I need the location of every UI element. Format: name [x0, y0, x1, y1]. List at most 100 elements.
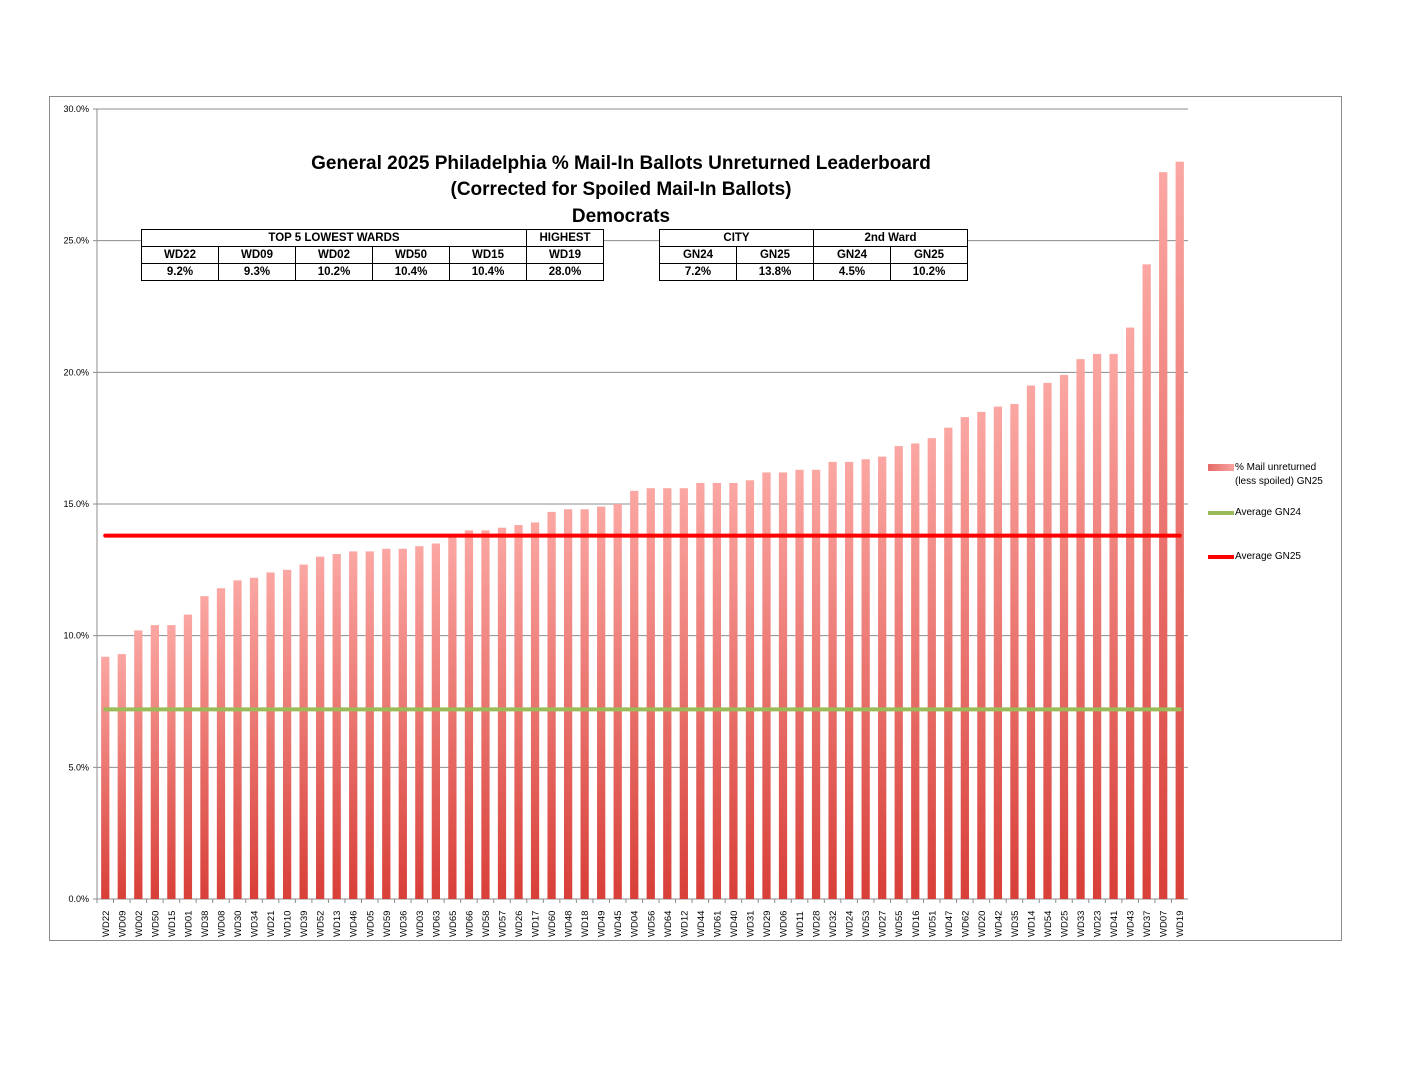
x-tick-label: WD25 — [1060, 911, 1071, 937]
bar-WD02 — [134, 630, 143, 899]
city-ward-table: CITY 2nd Ward GN24 GN25 GN24 GN25 7.2% 1… — [659, 229, 968, 281]
x-tick-label: WD19 — [1175, 911, 1186, 937]
value-cell: 9.3% — [218, 263, 296, 281]
value-cell: 28.0% — [526, 263, 604, 281]
legend-label-gn25: Average GN25 — [1235, 551, 1301, 562]
bar-WD39 — [299, 564, 308, 899]
x-tick-label: WD39 — [299, 911, 310, 937]
x-tick-label: WD62 — [960, 911, 971, 937]
x-tick-label: WD45 — [613, 911, 624, 937]
bar-WD19 — [1175, 161, 1184, 899]
x-tick-label: WD60 — [547, 911, 558, 937]
y-tick-label: 15.0% — [63, 499, 89, 509]
chart-title-line1: General 2025 Philadelphia % Mail-In Ball… — [311, 153, 931, 174]
legend-swatch-gn25 — [1208, 555, 1234, 559]
label-cell: GN24 — [813, 246, 891, 264]
x-tick-label: WD18 — [580, 911, 591, 937]
x-tick-label: WD35 — [1010, 911, 1021, 937]
bar-WD64 — [663, 488, 672, 899]
legend-swatch-bars — [1208, 464, 1234, 471]
bar-WD18 — [580, 509, 589, 899]
lowest-wards-table: TOP 5 LOWEST WARDS HIGHEST WD22 WD09 WD0… — [141, 229, 604, 281]
value-cell: 7.2% — [659, 263, 737, 281]
bar-WD12 — [679, 488, 688, 899]
x-tick-label: WD34 — [250, 911, 261, 937]
x-tick-label: WD50 — [150, 911, 161, 937]
label-cell: GN25 — [736, 246, 814, 264]
x-tick-label: WD31 — [745, 911, 756, 937]
bar-WD43 — [1126, 327, 1135, 900]
x-tick-label: WD30 — [233, 911, 244, 937]
y-tick-label: 0.0% — [68, 894, 89, 904]
label-cell: GN24 — [659, 246, 737, 264]
x-tick-label: WD05 — [365, 911, 376, 937]
bar-WD62 — [960, 417, 969, 899]
bar-WD20 — [977, 411, 986, 899]
bar-WD30 — [233, 580, 242, 899]
bar-WD38 — [200, 596, 209, 899]
bar-WD48 — [563, 509, 573, 899]
chart-frame — [49, 96, 1342, 941]
bar-WD63 — [431, 543, 441, 899]
x-tick-label: WD40 — [729, 911, 740, 937]
bar-WD66 — [464, 530, 474, 899]
ward-cell: WD02 — [295, 246, 373, 264]
x-tick-label: WD44 — [696, 911, 707, 937]
bar-WD61 — [712, 482, 722, 899]
ward-header: 2nd Ward — [813, 229, 968, 247]
x-tick-label: WD21 — [266, 911, 277, 937]
bar-WD31 — [745, 480, 755, 899]
x-tick-label: WD12 — [679, 911, 690, 937]
bar-WD52 — [316, 556, 325, 899]
label-cell: GN25 — [890, 246, 968, 264]
x-tick-label: WD66 — [464, 911, 475, 937]
bar-WD55 — [894, 446, 903, 899]
bar-WD51 — [927, 438, 936, 899]
bar-WD09 — [117, 654, 126, 899]
bar-WD14 — [1026, 385, 1036, 899]
x-tick-label: WD07 — [1159, 911, 1170, 937]
bar-WD25 — [1059, 374, 1069, 899]
x-tick-label: WD02 — [134, 911, 145, 937]
legend-label-bars-2: (less spoiled) GN25 — [1235, 476, 1323, 487]
x-tick-label: WD58 — [481, 911, 492, 937]
value-cell: 10.2% — [890, 263, 968, 281]
y-tick-label: 5.0% — [68, 762, 89, 772]
x-tick-label: WD08 — [216, 911, 227, 937]
bar-WD41 — [1109, 353, 1118, 899]
x-tick-label: WD59 — [382, 911, 393, 937]
bar-WD16 — [911, 443, 920, 899]
x-tick-label: WD51 — [927, 911, 938, 937]
x-tick-label: WD28 — [812, 911, 823, 937]
bar-WD53 — [861, 459, 870, 899]
x-tick-label: WD29 — [762, 911, 773, 937]
value-cell: 10.4% — [449, 263, 527, 281]
bar-WD37 — [1142, 264, 1151, 899]
bar-WD56 — [646, 488, 655, 899]
x-tick-label: WD13 — [332, 911, 343, 937]
bar-WD58 — [481, 530, 490, 899]
bar-WD60 — [547, 511, 556, 899]
x-tick-label: WD11 — [795, 911, 806, 937]
x-tick-label: WD36 — [398, 911, 409, 937]
y-tick-label: 20.0% — [63, 367, 89, 377]
x-tick-label: WD23 — [1093, 911, 1104, 937]
bar-WD40 — [729, 482, 738, 899]
bar-WD46 — [349, 551, 358, 899]
x-tick-label: WD15 — [167, 911, 178, 937]
bar-WD15 — [167, 625, 176, 899]
bar-WD03 — [415, 546, 424, 899]
bar-WD57 — [497, 527, 507, 899]
x-tick-label: WD46 — [349, 911, 360, 937]
bar-WD54 — [1043, 382, 1052, 899]
ward-cell: WD22 — [141, 246, 219, 264]
x-tick-label: WD48 — [564, 911, 575, 937]
x-tick-label: WD24 — [845, 911, 856, 937]
x-tick-label: WD54 — [1043, 911, 1054, 937]
x-tick-label: WD43 — [1126, 911, 1137, 937]
bar-WD05 — [365, 551, 374, 899]
x-tick-label: WD03 — [415, 911, 426, 937]
x-tick-label: WD09 — [117, 911, 128, 937]
x-tick-label: WD16 — [911, 911, 922, 937]
